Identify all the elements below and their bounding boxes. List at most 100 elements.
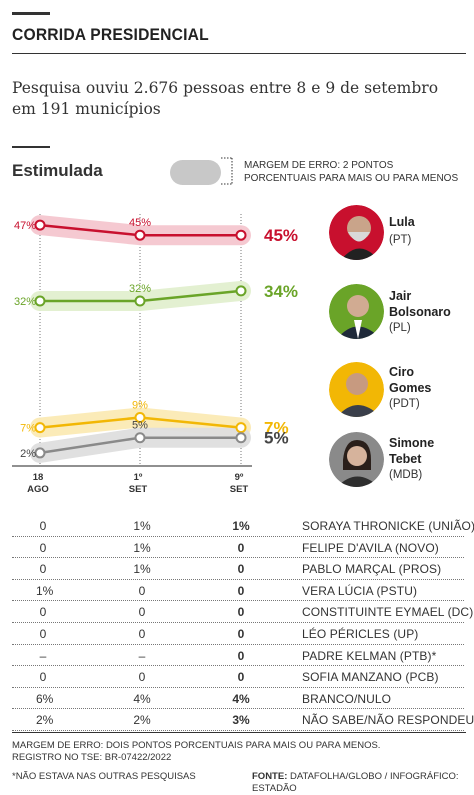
candidate-lula-party: (PT) [389,234,412,246]
table-row: 1% 0 0 VERA LÚCIA (PSTU) [12,580,464,602]
candidate-bolsonaro-party: (PL) [389,322,411,334]
footer-note: MARGEM DE ERRO: DOIS PONTOS PORCENTUAIS … [12,740,381,763]
table-row: – – 0 PADRE KELMAN (PTB)* [12,645,464,667]
final-label-1: 34% [264,282,298,301]
footer-asterisk: *NÃO ESTAVA NAS OUTRAS PESQUISAS [12,771,196,782]
candidate-name: LÉO PÉRICLES (UP) [302,626,419,641]
aug18-value: 0 [39,562,47,577]
aug18-value: 0 [39,626,47,641]
title-underline [12,53,466,54]
sep1-value: 1% [133,540,151,555]
candidate-bolsonaro-name-1: Jair [389,289,412,303]
point-0-2 [235,229,247,241]
point-label-2-0: 7% [20,423,36,435]
candidate-bolsonaro-name-2: Bolsonaro [389,305,451,319]
sep9-value: 1% [232,519,250,533]
point-1-0 [34,295,46,307]
point-1-2 [235,285,247,297]
sep1-value: – [138,648,146,663]
point-3-1 [134,432,146,444]
sep1-value: 2% [133,713,151,728]
candidate-ciro-party: (PDT) [389,398,420,410]
aug18-value: 2% [36,713,54,728]
x-tick-label-1-0: 1º [134,472,143,483]
x-tick-label-0-0: 18 [33,472,44,483]
margin-of-error-swatch [170,160,221,185]
line-chart: 47% 45%45%32%32% 34%7%9%7%2%5%5% 18AGO1ºSE… [12,214,298,495]
point-1-1 [134,295,146,307]
point-label-1-1: 32% [129,283,151,295]
sep1-value: 0 [138,626,146,641]
candidate-name: SOFIA MANZANO (PCB) [302,670,439,685]
table-row: 0 0 0 LÉO PÉRICLES (UP) [12,623,464,645]
sep9-value: 0 [237,605,245,620]
point-2-1 [134,411,146,423]
point-2-2 [235,422,247,434]
footer-rule [12,732,466,733]
point-0-1 [134,229,146,241]
final-label-0: 45% [264,226,298,245]
point-2-0 [34,422,46,434]
top-rule [12,12,50,15]
point-label-2-1: 9% [132,399,148,411]
candidate-name: SORAYA THRONICKE (UNIÃO) [302,519,474,533]
sep9-value: 0 [237,562,245,577]
page-subtitle: Pesquisa ouviu 2.676 pessoas entre 8 e 9… [12,79,439,118]
candidate-tebet-name-1: Simone [389,436,435,450]
bolsonaro-avatar [329,284,384,339]
table-row: 2% 2% 3% NÃO SABE/NÃO RESPONDEU [12,709,474,731]
other-candidates-table: 0 1% 1% SORAYA THRONICKE (UNIÃO) 0 1% 0 FELIPE … [12,515,474,731]
candidate-name: VERA LÚCIA (PSTU) [302,583,418,598]
final-label-3: 5% [264,429,289,448]
candidate-name: FELIPE D'AVILA (NOVO) [302,540,439,555]
candidate-name: BRANCO/NULO [302,691,392,706]
table-row: 0 1% 0 FELIPE D'AVILA (NOVO) [12,537,464,559]
candidate-tebet-name-2: Tebet [389,452,422,466]
sep9-value: 4% [232,691,250,706]
sep1-value: 4% [133,691,151,706]
tebet-avatar [329,432,384,487]
table-row: 0 0 0 CONSTITUINTE EYMAEL (DC) [12,601,473,623]
sep1-value: 0 [138,605,146,620]
point-label-3-0: 2% [20,448,36,460]
sep9-value: 0 [237,670,245,685]
x-tick-label-2-0: 9º [235,472,244,483]
candidate-ciro-name-1: Ciro [389,365,414,379]
point-0-0 [34,219,46,231]
final-label-2: 7% [264,419,289,438]
candidate-name: CONSTITUINTE EYMAEL (DC) [302,605,474,620]
sep1-value: 0 [138,583,146,598]
sep1-value: 1% [133,562,151,577]
point-3-2 [235,432,247,444]
aug18-value: 0 [39,540,47,555]
candidate-name: PABLO MARÇAL (PROS) [302,562,442,577]
candidate-ciro-name-2: Gomes [389,381,432,395]
footer-source: FONTE: DATAFOLHA/GLOBO / INFOGRÁFICO: ES… [252,771,474,795]
legend-text: MARGEM DE ERRO: 2 PONTOS PORCENTUAIS PAR… [244,160,459,184]
candidate-tebet-party: (MDB) [389,469,423,481]
point-label-1-0: 32% [14,296,36,308]
legend-bracket [221,157,233,185]
lula-avatar [329,205,384,260]
x-tick-label-0-1: AGO [27,484,49,495]
table-row: 0 1% 0 PABLO MARÇAL (PROS) [12,558,464,580]
x-tick-label-1-1: SET [129,484,148,495]
page-title: CORRIDA PRESIDENCIAL [12,25,209,44]
sep9-value: 0 [237,540,245,555]
sep9-value: 0 [237,648,245,663]
candidate-name: NÃO SABE/NÃO RESPONDEU [302,713,474,728]
aug18-value: 0 [39,519,47,533]
sep9-value: 0 [237,626,245,641]
sep9-value: 0 [237,583,245,598]
sep1-value: 0 [138,670,146,685]
aug18-value: 0 [39,670,47,685]
candidate-name: PADRE KELMAN (PTB)* [302,648,437,663]
sep1-value: 1% [133,519,151,533]
table-row: 0 0 0 SOFIA MANZANO (PCB) [12,666,464,688]
aug18-value: 6% [36,691,54,706]
aug18-value: 0 [39,605,47,620]
point-3-0 [34,447,46,459]
section-title: Estimulada [12,161,103,180]
point-label-0-1: 45% [129,217,151,229]
table-row: 6% 4% 4% BRANCO/NULO [12,688,464,710]
